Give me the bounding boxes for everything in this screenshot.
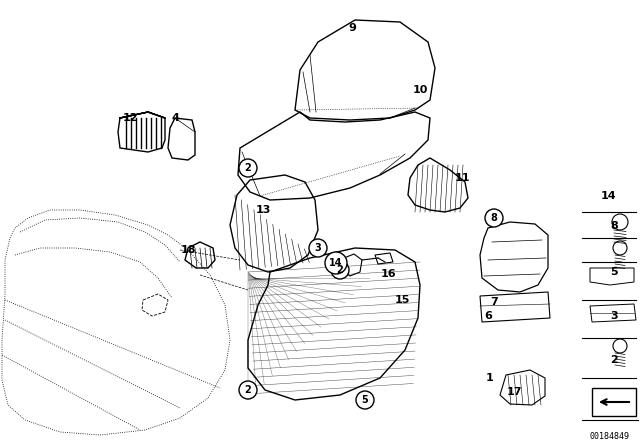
Text: 12: 12 bbox=[122, 113, 138, 123]
Text: 14: 14 bbox=[329, 258, 343, 268]
Text: 9: 9 bbox=[348, 23, 356, 33]
Text: 16: 16 bbox=[380, 269, 396, 279]
Text: 13: 13 bbox=[255, 205, 271, 215]
Circle shape bbox=[331, 261, 349, 279]
Text: 8: 8 bbox=[491, 213, 497, 223]
Text: 1: 1 bbox=[486, 373, 494, 383]
Text: 3: 3 bbox=[315, 243, 321, 253]
Text: 17: 17 bbox=[506, 387, 522, 397]
Text: 2: 2 bbox=[244, 385, 252, 395]
Text: 5: 5 bbox=[362, 395, 369, 405]
Circle shape bbox=[239, 381, 257, 399]
Circle shape bbox=[325, 252, 347, 274]
Text: 10: 10 bbox=[412, 85, 428, 95]
Text: 7: 7 bbox=[490, 297, 498, 307]
Circle shape bbox=[613, 241, 627, 255]
Text: 8: 8 bbox=[610, 221, 618, 231]
Circle shape bbox=[239, 159, 257, 177]
Text: 2: 2 bbox=[337, 265, 344, 275]
Text: 3: 3 bbox=[610, 311, 618, 321]
Text: 00184849: 00184849 bbox=[590, 432, 630, 441]
Text: 6: 6 bbox=[484, 311, 492, 321]
Text: 11: 11 bbox=[454, 173, 470, 183]
Text: 18: 18 bbox=[180, 245, 196, 255]
Text: 4: 4 bbox=[171, 113, 179, 123]
Circle shape bbox=[485, 209, 503, 227]
Text: 14: 14 bbox=[600, 191, 616, 201]
Bar bbox=[592, 388, 636, 416]
Text: 5: 5 bbox=[610, 267, 618, 277]
Circle shape bbox=[356, 391, 374, 409]
Circle shape bbox=[613, 339, 627, 353]
Text: 15: 15 bbox=[394, 295, 410, 305]
Circle shape bbox=[612, 214, 628, 230]
Text: 2: 2 bbox=[244, 163, 252, 173]
Text: 2: 2 bbox=[610, 355, 618, 365]
Circle shape bbox=[309, 239, 327, 257]
